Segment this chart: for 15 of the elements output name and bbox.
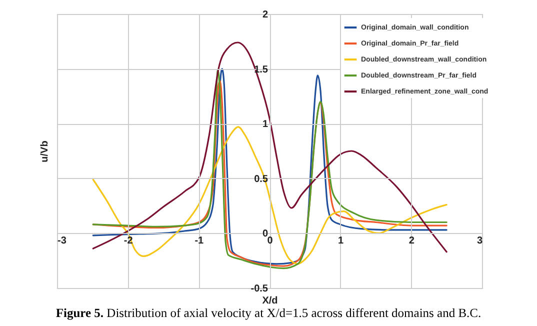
- y-tick-label: -0.5: [250, 284, 268, 294]
- x-tick-label: 2: [408, 236, 415, 247]
- y-tick-label: 0.5: [254, 174, 268, 185]
- x-tick-label: 1: [338, 236, 344, 247]
- y-tick-label: 2: [262, 10, 268, 20]
- x-tick-label: 3: [476, 236, 483, 247]
- y-tick-label: 0: [262, 228, 268, 240]
- y-axis-title: u/Vb: [40, 140, 50, 162]
- x-axis-title: X/d: [262, 296, 278, 306]
- line-series: [92, 126, 448, 265]
- x-tick-label: -1: [194, 236, 204, 247]
- y-tick-label: 1: [262, 119, 268, 130]
- caption: Figure 5. Distribution of axial velocity at X/d=1.5 across different domains and B.C.: [54, 306, 482, 321]
- x-tick-label: -3: [58, 236, 67, 247]
- y-tick-label: 1.5: [254, 64, 268, 76]
